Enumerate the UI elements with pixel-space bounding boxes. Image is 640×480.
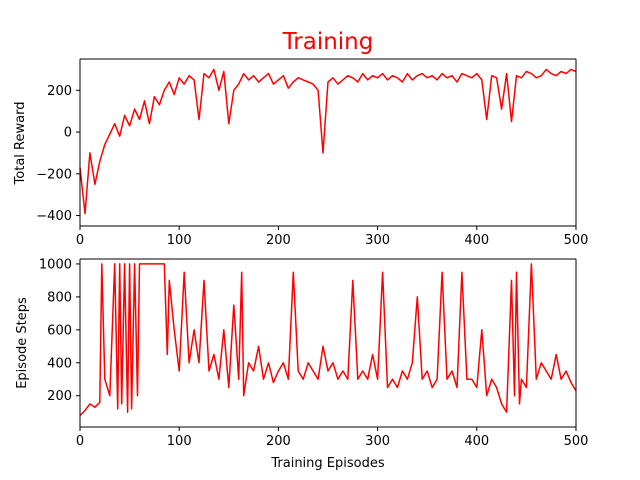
reward-x-tick-label: 0 bbox=[76, 233, 84, 248]
reward-x-tick-label: 500 bbox=[564, 233, 589, 248]
steps-x-tick-label: 100 bbox=[167, 434, 192, 449]
steps-series-line bbox=[79, 263, 577, 417]
steps-x-tick-label: 200 bbox=[266, 434, 291, 449]
reward-x-tick-label: 400 bbox=[464, 233, 489, 248]
steps-x-tick-label: 500 bbox=[564, 434, 589, 449]
steps-y-label: Episode Steps bbox=[15, 297, 30, 389]
steps-y-tick-label: 1000 bbox=[39, 257, 72, 272]
reward-x-tick-label: 100 bbox=[167, 233, 192, 248]
reward-y-tick-label: −400 bbox=[36, 209, 72, 224]
reward-y-label: Total Reward bbox=[13, 102, 28, 186]
reward-x-tick-label: 300 bbox=[365, 233, 390, 248]
reward-y-tick-label: 200 bbox=[47, 84, 72, 99]
reward-x-tick-label: 200 bbox=[266, 233, 291, 248]
reward-y-tick-label: 0 bbox=[64, 126, 72, 141]
chart-title: Training bbox=[282, 29, 374, 55]
steps-panel: Episode Steps Training Episodes 0 100 200 3… bbox=[15, 257, 588, 471]
steps-x-tick-label: 0 bbox=[76, 434, 84, 449]
steps-y-tick-label: 400 bbox=[47, 356, 72, 371]
steps-y-tick-label: 200 bbox=[47, 389, 72, 404]
reward-y-tick-label: −200 bbox=[36, 167, 72, 182]
steps-x-tick-label: 300 bbox=[365, 434, 390, 449]
steps-y-tick-label: 800 bbox=[47, 290, 72, 305]
reward-panel: Total Reward 0 100 200 300 400 500 −400 −200 0 20… bbox=[13, 58, 589, 248]
steps-y-tick-label: 600 bbox=[47, 323, 72, 338]
steps-x-tick-label: 400 bbox=[464, 434, 489, 449]
steps-x-label: Training Episodes bbox=[270, 456, 384, 471]
reward-series-line bbox=[79, 68, 577, 215]
